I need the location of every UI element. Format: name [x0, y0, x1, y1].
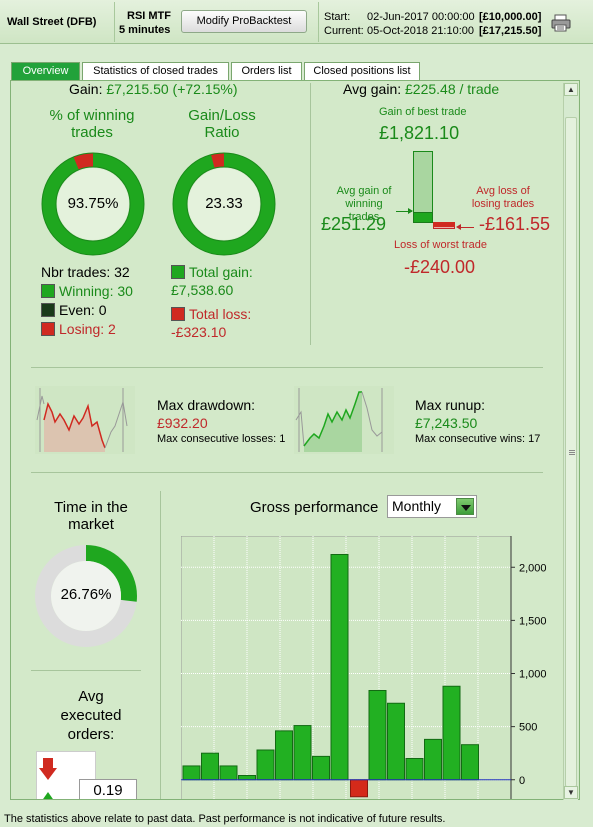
avg-win-bar [413, 212, 433, 223]
gross-performance-chart: 2,000 1,500 1,000 500 0 [181, 536, 547, 799]
max-drawdown-value: £932.20 [157, 415, 208, 431]
total-gain-value: £7,538.60 [171, 282, 234, 298]
scrollbar-thumb[interactable] [565, 117, 577, 787]
y-tick-label: 2,000 [519, 562, 547, 574]
chart-bar [330, 554, 349, 781]
toolbar: Wall Street (DFB) RSI MTF 5 minutes Modi… [0, 0, 593, 44]
avg-loss-value: -£161.55 [479, 214, 551, 234]
best-trade-label: Gain of best trade [379, 106, 467, 118]
trade-counts: Nbr trades: 32 Winning: 30 Even: 0 Losin… [41, 263, 133, 339]
max-runup-label: Max runup: [415, 397, 486, 413]
scroll-down-icon[interactable]: ▼ [564, 786, 578, 799]
total-loss-value: -£323.10 [171, 324, 227, 340]
overview-panel: Gain: £7,215.50 (+72.15%) % of winning tr… [10, 80, 580, 800]
gain-summary: Gain: £7,215.50 (+72.15%) [69, 81, 238, 97]
chart-title: Gross performance [250, 499, 379, 516]
gain-loss-ratio-title: Gain/Loss Ratio [188, 107, 256, 141]
period-select-value: Monthly [392, 498, 442, 514]
total-loss-label: Total loss: [189, 306, 252, 322]
even-swatch-icon [41, 303, 55, 317]
executed-orders-title: Avg executed orders: [60, 688, 122, 743]
strategy-timeframe: 5 minutes [119, 24, 171, 36]
chart-bar [461, 744, 479, 781]
current-amount: [£17,215.50] [479, 25, 542, 37]
max-consecutive-wins: Max consecutive wins: 17 [415, 433, 541, 445]
time-in-market-value: 26.76% [60, 586, 112, 603]
chart-bar [368, 690, 387, 781]
max-runup-value: £7,243.50 [415, 415, 478, 431]
chart-bar [182, 765, 201, 781]
avg-win-value: £251.29 [321, 214, 387, 234]
tab-statistics-closed-trades[interactable]: Statistics of closed trades [82, 62, 229, 80]
chart-bar [219, 765, 238, 781]
chart-bar [350, 779, 368, 798]
losing-swatch-icon [41, 322, 55, 336]
losing-count: Losing: 2 [59, 321, 116, 337]
strategy-name: RSI MTF [127, 10, 171, 22]
worst-trade-value: -£240.00 [404, 257, 476, 277]
time-in-market-donut [35, 545, 137, 647]
winning-swatch-icon [41, 284, 55, 298]
avg-win-arrow-icon [396, 211, 412, 212]
avg-loss-arrow-icon [458, 227, 474, 228]
winning-pct-value: 93.75% [67, 195, 119, 212]
y-tick-label: 0 [519, 775, 525, 787]
total-gain-swatch-icon [171, 265, 185, 279]
total-loss-swatch-icon [171, 307, 185, 321]
y-tick-label: 1,500 [519, 615, 547, 627]
chart-bar [424, 738, 442, 781]
time-in-market-title: Time in the market [54, 499, 128, 533]
chart-bar [238, 775, 256, 781]
y-tick-label: 1,000 [519, 669, 547, 681]
runup-sparkline [294, 386, 394, 454]
start-amount: [£10,000.00] [479, 11, 542, 23]
max-drawdown-label: Max drawdown: [157, 397, 256, 413]
avg-loss-bar [433, 222, 455, 227]
vertical-scrollbar[interactable]: ▲ ▼ [563, 83, 578, 800]
print-icon[interactable] [550, 14, 572, 32]
disclaimer: The statistics above relate to past data… [0, 811, 593, 827]
winning-count: Winning: 30 [59, 283, 133, 299]
chart-bar [201, 752, 219, 781]
chart-bar [405, 758, 424, 781]
winning-pct-title: % of winning trades [49, 107, 135, 141]
tab-orders-list[interactable]: Orders list [231, 62, 302, 80]
total-gain-label: Total gain: [189, 264, 253, 280]
tab-overview[interactable]: Overview [11, 62, 80, 81]
worst-trade-label: Loss of worst trade [394, 239, 487, 251]
max-consecutive-losses: Max consecutive losses: 1 [157, 433, 286, 445]
best-trade-value: £1,821.10 [379, 123, 460, 143]
y-tick-label: 500 [519, 722, 537, 734]
start-date: 02-Jun-2017 00:00:00 [367, 11, 475, 23]
chart-bar [442, 685, 461, 781]
chart-bar [293, 725, 312, 781]
current-date: 05-Oct-2018 21:10:00 [367, 25, 475, 37]
chart-bar [387, 702, 405, 781]
avg-win-label: Avg gain of winning trades [336, 185, 392, 223]
current-label: Current: [324, 25, 364, 37]
start-label: Start: [324, 11, 351, 23]
total-gain-loss: Total gain: £7,538.60 Total loss: -£323.… [171, 263, 253, 341]
instrument-name: Wall Street (DFB) [7, 16, 97, 28]
tab-closed-positions-list[interactable]: Closed positions list [304, 62, 420, 80]
avg-loss-label: Avg loss of losing trades [471, 185, 535, 210]
nbr-trades: Nbr trades: 32 [41, 264, 130, 280]
scroll-up-icon[interactable]: ▲ [564, 83, 578, 96]
even-count: Even: 0 [59, 302, 107, 318]
gain-value: £7,215.50 (+72.15%) [106, 81, 238, 97]
period-select[interactable]: Monthly [387, 495, 477, 518]
chart-bar [256, 749, 275, 781]
gain-loss-donut [172, 152, 276, 256]
modify-probacktest-button[interactable]: Modify ProBacktest [181, 10, 307, 33]
gain-loss-value: 23.33 [205, 195, 243, 212]
chart-bar [275, 730, 293, 781]
drawdown-sparkline [35, 386, 135, 454]
executed-orders-value: 0.19 [79, 779, 137, 799]
winning-pct-donut [41, 152, 145, 256]
gain-label: Gain: [69, 81, 103, 97]
chart-bar [312, 755, 330, 781]
chevron-down-icon[interactable] [456, 498, 474, 515]
avg-gain-summary: Avg gain: £225.48 / trade [343, 81, 500, 97]
